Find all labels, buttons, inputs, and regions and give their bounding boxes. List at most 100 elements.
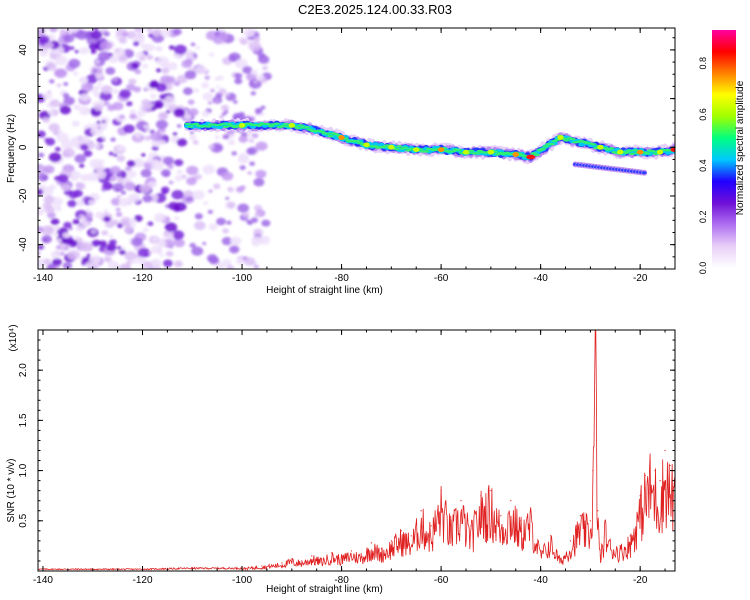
ridge-peak (338, 135, 345, 140)
x-tick-label: -60 (434, 273, 449, 284)
noise-blob (207, 209, 214, 214)
noise-blob (125, 83, 136, 91)
snr-point (604, 520, 606, 522)
noise-blob (108, 234, 114, 239)
noise-blob (98, 240, 108, 247)
noise-blob (193, 88, 200, 93)
y-tick-label: 2.0 (18, 363, 29, 377)
noise-blob (168, 45, 175, 50)
noise-blob (75, 182, 86, 190)
noise-blob (173, 28, 182, 36)
noise-blob (104, 256, 112, 263)
noise-blob (134, 215, 143, 222)
noise-blob (106, 243, 117, 252)
noise-blob (63, 82, 69, 86)
ridge-cell (542, 145, 549, 148)
y-tick-label: -40 (18, 237, 29, 252)
noise-blob (230, 236, 242, 246)
noise-blob (216, 217, 227, 226)
noise-blob (155, 119, 168, 130)
ridge-cell (219, 122, 227, 126)
noise-blob (207, 101, 213, 105)
noise-blob (234, 58, 248, 69)
noise-blob (38, 251, 41, 256)
noise-blob (144, 135, 152, 141)
noise-blob (248, 41, 262, 52)
noise-blob (209, 256, 220, 265)
noise-blob (123, 124, 135, 134)
noise-blob (59, 251, 65, 256)
snr-point (480, 495, 482, 497)
noise-blob (79, 76, 89, 84)
spectrogram-marks (38, 28, 675, 269)
noise-blob (227, 186, 234, 192)
colorbar-tick-label: 0.2 (698, 211, 708, 224)
ridge-peak (462, 149, 470, 155)
x-tick-label: -40 (533, 273, 548, 284)
ridge-cell (282, 122, 290, 126)
noise-blob (126, 101, 133, 107)
noise-blob (227, 139, 236, 146)
noise-blob (72, 71, 79, 76)
noise-blob (220, 104, 230, 111)
snr-point (644, 475, 646, 477)
noise-blob (62, 232, 71, 239)
noise-blob (98, 99, 104, 103)
noise-blob (165, 76, 176, 84)
noise-blob (112, 77, 118, 82)
noise-blob (143, 124, 149, 129)
noise-blob (54, 55, 68, 66)
noise-blob (208, 223, 218, 231)
ridge-peak (487, 149, 495, 155)
noise-blob (132, 223, 137, 227)
ridge-cell (255, 124, 263, 127)
noise-blob (176, 138, 188, 147)
noise-blob (71, 120, 80, 127)
noise-blob (190, 42, 196, 47)
noise-blob (120, 246, 126, 251)
noise-blob (228, 55, 237, 62)
noise-blob (173, 238, 185, 248)
noise-blob (116, 145, 125, 152)
colorbar-tick-label: 0.6 (698, 108, 708, 121)
colorbar-tick-label: 0.4 (698, 159, 708, 172)
snr-point (520, 520, 522, 522)
snr-point (629, 535, 631, 537)
noise-blob (216, 85, 221, 89)
snr-point (490, 490, 492, 492)
x-tick-label: -120 (133, 273, 153, 284)
noise-blob (88, 43, 98, 51)
noise-blob (233, 100, 238, 104)
noise-blob (97, 126, 101, 130)
noise-blob (50, 218, 60, 226)
snr-point (430, 525, 432, 527)
noise-blob (181, 59, 193, 69)
snr-point (619, 545, 621, 547)
snr-point (639, 495, 641, 497)
noise-blob (176, 169, 183, 175)
noise-blob (171, 189, 184, 200)
noise-blob (119, 249, 126, 255)
snr-point (470, 525, 472, 527)
noise-blob (171, 230, 185, 240)
noise-blob (147, 221, 154, 227)
noise-blob (173, 260, 183, 268)
noise-blob (75, 225, 84, 232)
noise-blob (70, 136, 82, 145)
noise-blob (59, 105, 71, 115)
noise-blob (128, 78, 137, 85)
noise-blob (84, 108, 90, 113)
noise-blob (126, 31, 137, 39)
ridge-cell (222, 125, 230, 128)
noise-blob (61, 183, 72, 192)
ridge-peak (617, 149, 624, 155)
ridge-cell (643, 152, 651, 155)
noise-blob (219, 29, 225, 33)
ridge-cell (533, 153, 540, 157)
noise-blob (151, 29, 161, 37)
ridge-peak (413, 147, 420, 153)
noise-blob (213, 183, 221, 190)
noise-blob (69, 46, 75, 50)
noise-blob (105, 67, 116, 75)
noise-blob (113, 153, 118, 157)
